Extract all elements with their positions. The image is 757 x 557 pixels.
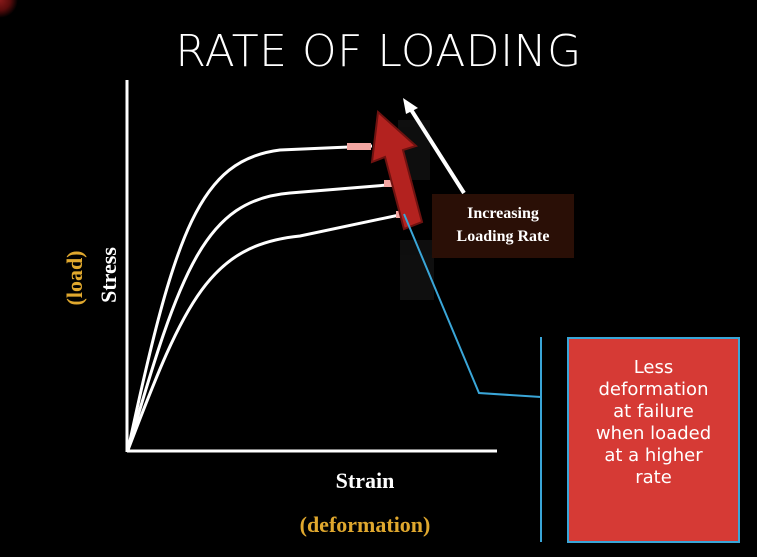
note-line: deformation: [598, 379, 709, 400]
note-line: at failure: [613, 401, 694, 422]
rate-direction-arrowhead: [403, 98, 418, 114]
increasing-rate-arrow: [370, 109, 424, 231]
increasing-loading-rate-label: Increasing Loading Rate: [432, 194, 574, 258]
note-line: Less: [633, 357, 674, 378]
failure-marker-high: [347, 143, 371, 150]
note-line: when loaded: [595, 423, 712, 444]
curve-high-rate: [126, 144, 373, 451]
note-line: at a higher: [604, 445, 703, 466]
slide-title: RATE OF LOADING: [175, 26, 582, 77]
x-axis-label-paren: (deformation): [299, 512, 431, 537]
y-axis-label: Stress: [96, 247, 121, 303]
y-axis-label-paren: (load): [62, 250, 87, 306]
corner-accent: [0, 0, 18, 18]
note-line: rate: [635, 467, 672, 488]
rate-direction-line: [408, 106, 466, 195]
rate-label-line1: Increasing: [467, 205, 539, 222]
curve-low-rate: [126, 212, 405, 451]
failure-note-box: Less deformation at failure when loaded …: [567, 337, 740, 543]
curve-mid-rate: [126, 182, 401, 451]
rate-label-line2: Loading Rate: [456, 228, 550, 245]
x-axis-label: Strain: [335, 468, 395, 493]
callout-line: [403, 213, 542, 398]
